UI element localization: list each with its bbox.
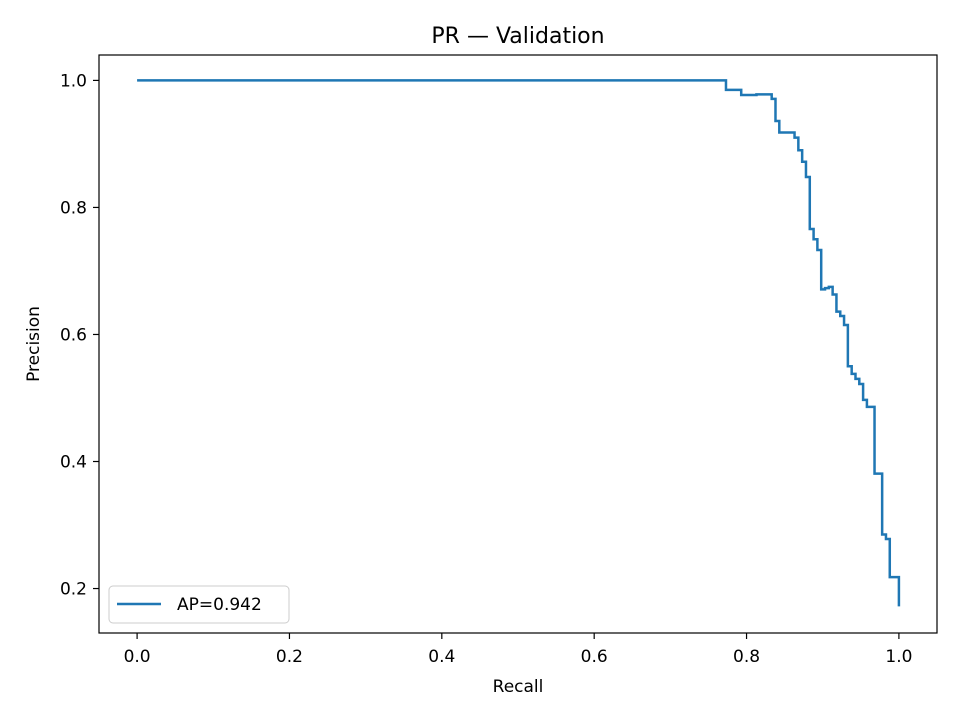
x-tick-label: 0.4 (428, 647, 455, 667)
plot-frame (98, 54, 938, 634)
x-tick-label: 0.6 (581, 647, 608, 667)
legend-box (108, 585, 290, 624)
x-tick-label: 0.0 (124, 647, 151, 667)
x-tick-label: 0.8 (733, 647, 760, 667)
x-tick-label: 0.2 (276, 647, 303, 667)
y-tick-label: 1.0 (60, 71, 87, 91)
legend-label: AP=0.942 (177, 595, 262, 615)
x-tick-label: 1.0 (885, 647, 912, 667)
pr-curve-line (137, 79, 901, 607)
y-tick-label: 0.2 (60, 580, 87, 600)
y-axis-label: Precision (24, 306, 44, 382)
plot-area (99, 55, 937, 633)
data-layer (137, 79, 901, 607)
chart-title: PR — Validation (431, 24, 604, 49)
x-axis-ticks: 0.0 0.2 0.4 0.6 0.8 1.0 (124, 633, 912, 667)
x-axis-label: Recall (493, 677, 544, 697)
y-tick-label: 0.4 (60, 453, 87, 473)
y-tick-label: 0.6 (60, 325, 87, 345)
y-axis-ticks: 0.2 0.4 0.6 0.8 1.0 (60, 71, 99, 600)
y-tick-label: 0.8 (60, 198, 87, 218)
legend: AP=0.942 (108, 585, 290, 624)
